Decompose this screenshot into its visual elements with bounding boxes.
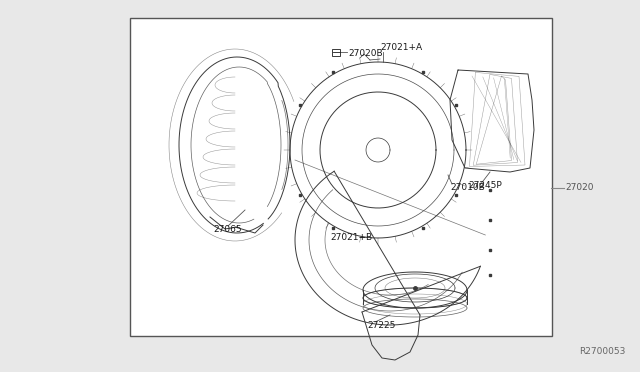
Text: 27010B: 27010B <box>450 183 484 192</box>
Text: 27021+A: 27021+A <box>380 44 422 52</box>
Bar <box>332 49 340 56</box>
Text: 27020B: 27020B <box>348 48 383 58</box>
Text: 27245P: 27245P <box>468 180 502 189</box>
Text: 27065: 27065 <box>213 225 242 234</box>
Text: 27021+B: 27021+B <box>330 234 372 243</box>
Text: 27020: 27020 <box>565 183 593 192</box>
Text: 27225: 27225 <box>367 321 396 330</box>
Bar <box>130 18 552 336</box>
Text: R2700053: R2700053 <box>580 347 626 356</box>
